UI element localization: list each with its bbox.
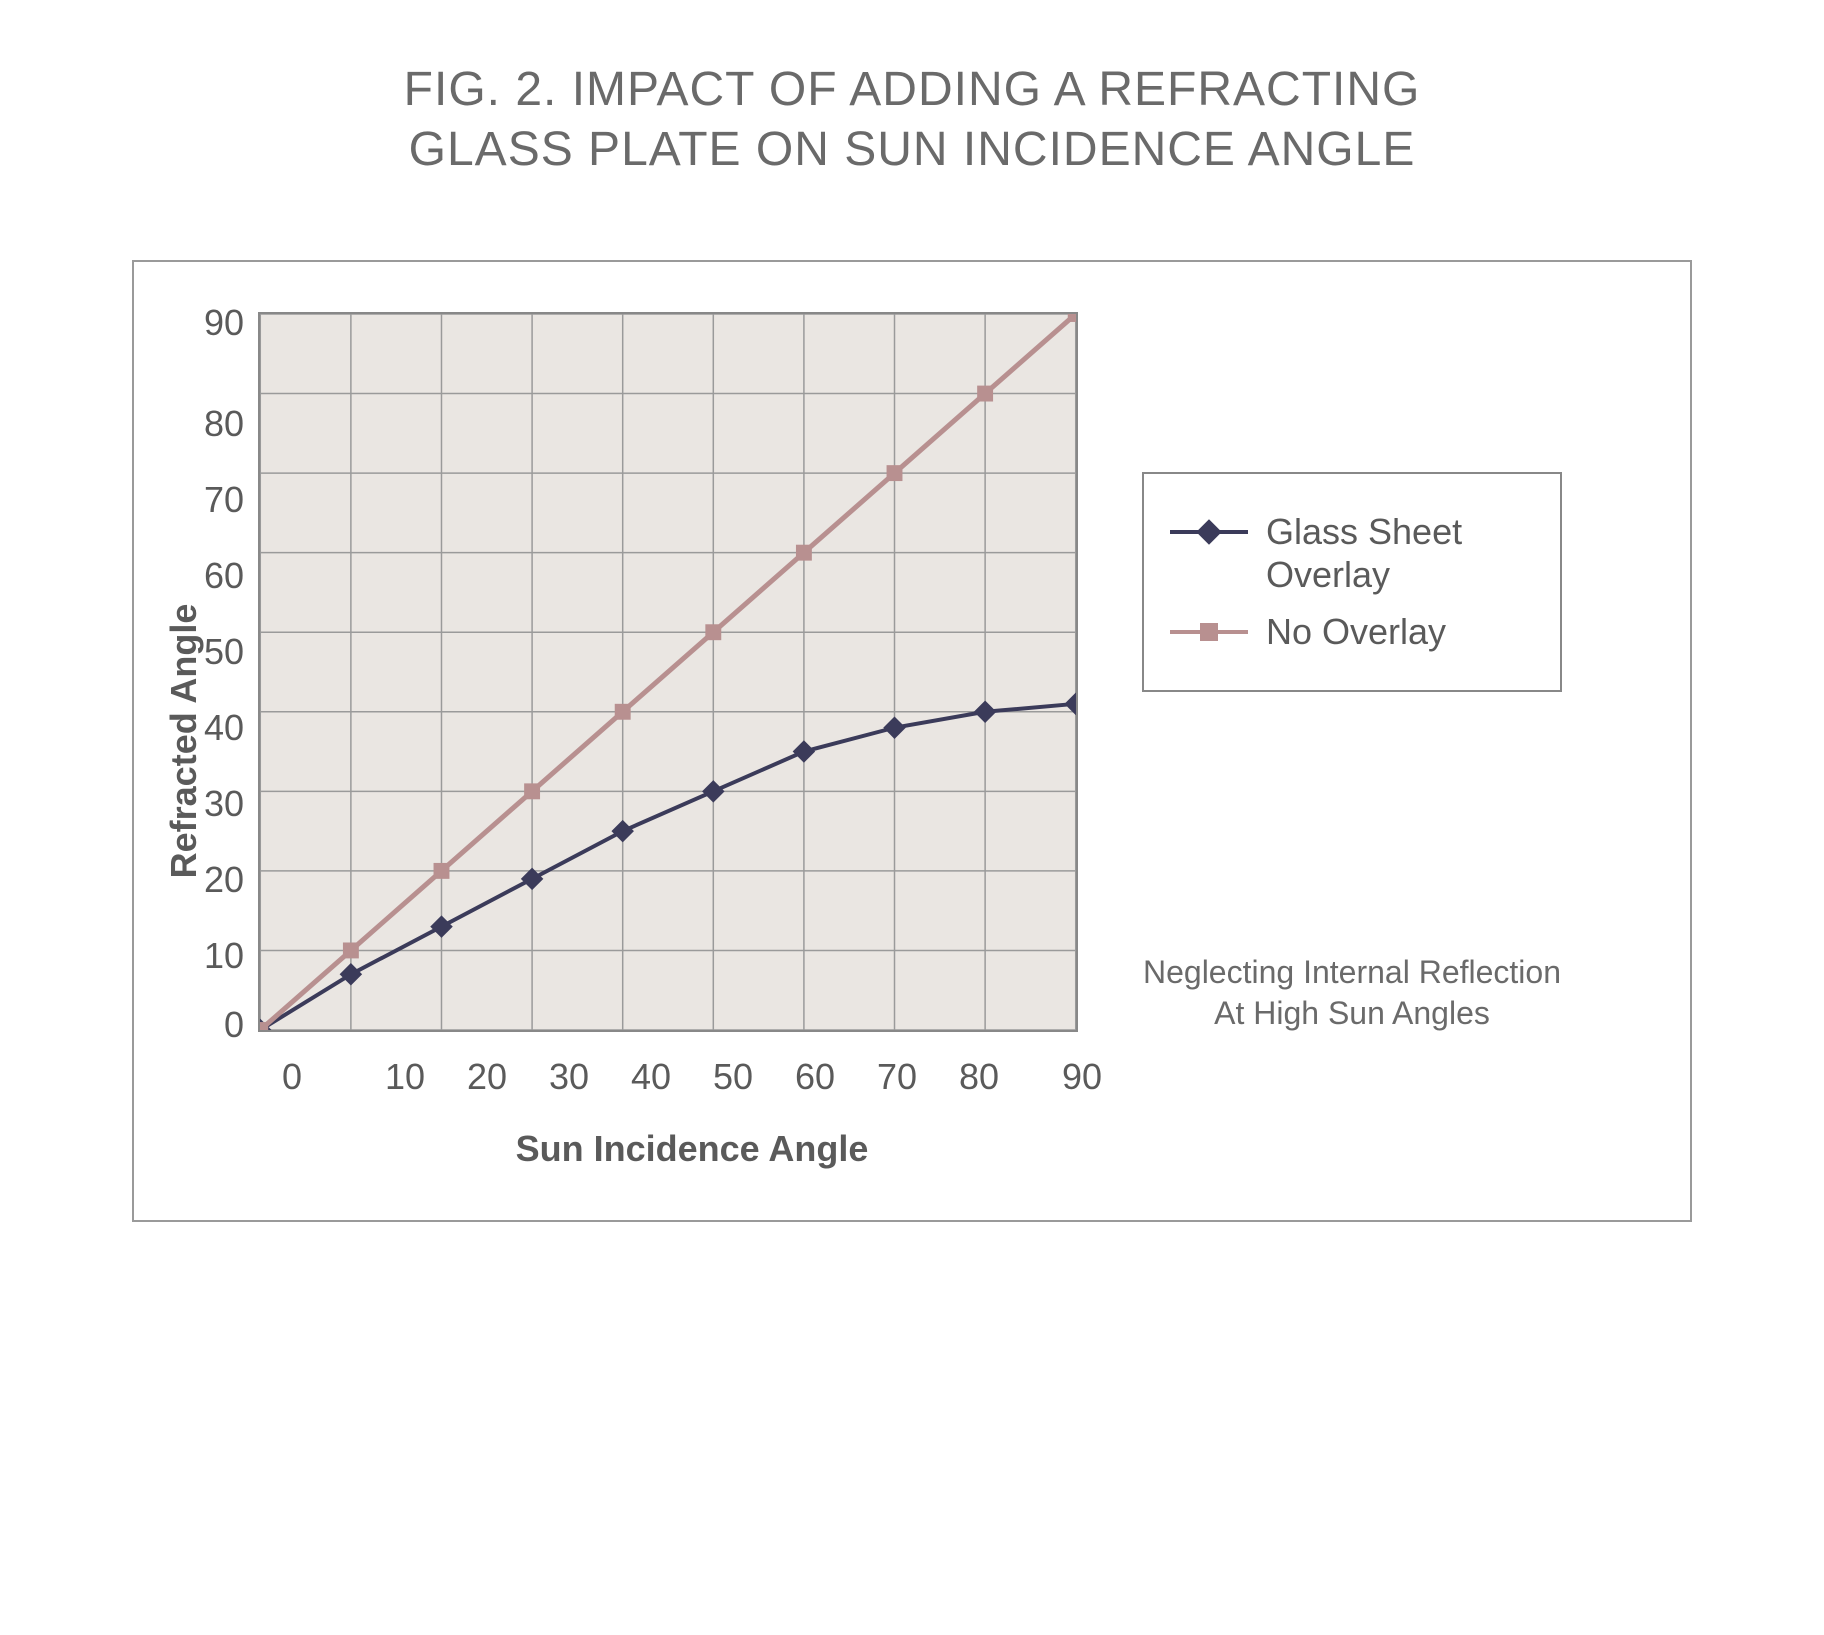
chart-container: Refracted Angle 9080706050403020100 0102… [132,260,1692,1222]
chart-left: Refracted Angle 9080706050403020100 0102… [164,312,1102,1170]
x-tick: 10 [364,1056,446,1098]
legend-swatch [1170,618,1248,646]
y-tick: 20 [204,862,244,898]
y-tick: 30 [204,786,244,822]
plot-area [258,312,1078,1032]
x-tick: 50 [692,1056,774,1098]
plot-svg [260,314,1076,1030]
y-tick: 10 [204,938,244,974]
legend-item: Glass SheetOverlay [1170,510,1534,596]
x-tick: 80 [938,1056,1020,1098]
diamond-marker-icon [1196,519,1221,544]
x-axis-label: Sun Incidence Angle [282,1128,1102,1170]
y-tick: 40 [204,710,244,746]
x-tick: 20 [446,1056,528,1098]
y-tick: 0 [224,1007,244,1043]
legend-swatch [1170,518,1248,546]
plot-wrap: 9080706050403020100 0102030405060708090 … [204,312,1102,1170]
chart-note: Neglecting Internal Reflection At High S… [1142,952,1562,1035]
x-tick: 70 [856,1056,938,1098]
x-tick: 90 [1020,1056,1102,1098]
square-marker-icon [1200,623,1218,641]
y-axis-label: Refracted Angle [163,721,205,761]
y-tick: 60 [204,558,244,594]
x-axis-ticks: 0102030405060708090 [282,1032,1102,1098]
legend: Glass SheetOverlay No Overlay [1142,472,1562,692]
figure-title: FIG. 2. IMPACT OF ADDING A REFRACTING GL… [40,60,1784,180]
y-tick: 50 [204,634,244,670]
y-tick: 70 [204,482,244,518]
plot-row: 9080706050403020100 [204,312,1102,1032]
x-tick: 40 [610,1056,692,1098]
legend-item: No Overlay [1170,610,1534,653]
legend-label: Glass SheetOverlay [1266,510,1462,596]
x-tick: 60 [774,1056,856,1098]
title-line-2: GLASS PLATE ON SUN INCIDENCE ANGLE [409,123,1416,176]
title-line-1: FIG. 2. IMPACT OF ADDING A REFRACTING [404,63,1421,116]
y-tick: 80 [204,406,244,442]
y-axis-ticks: 9080706050403020100 [204,312,258,1032]
x-tick: 0 [282,1056,364,1098]
right-column: Glass SheetOverlay No Overlay Neglecting … [1142,312,1562,1035]
y-tick: 90 [204,305,244,341]
x-tick: 30 [528,1056,610,1098]
chart-main: Refracted Angle 9080706050403020100 0102… [164,312,1102,1170]
legend-label: No Overlay [1266,610,1446,653]
